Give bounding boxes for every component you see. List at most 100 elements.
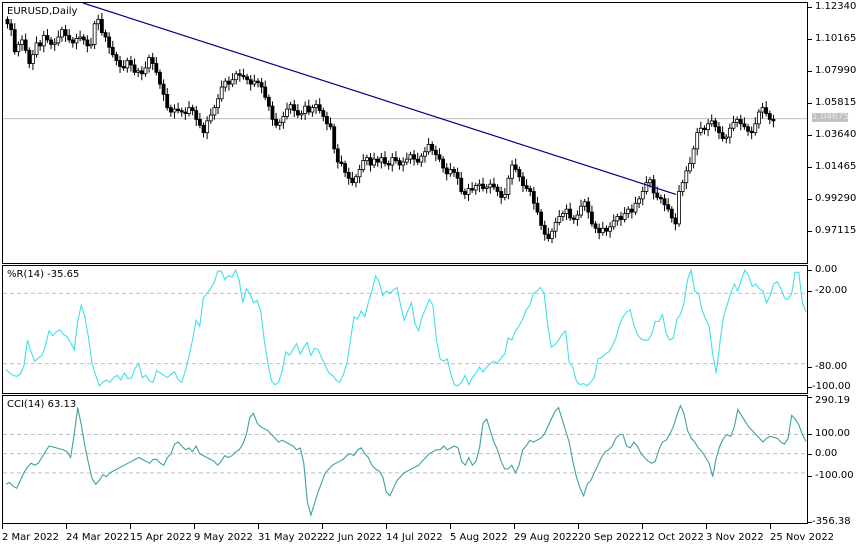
candle [361, 154, 366, 173]
candle [241, 68, 246, 80]
cci-pane[interactable]: CCI(14) 63.13 [2, 395, 808, 524]
candle [306, 99, 311, 115]
candle [455, 167, 460, 185]
candle [245, 73, 249, 85]
candle [724, 134, 729, 144]
trendline[interactable] [82, 3, 677, 196]
candle [448, 162, 453, 177]
candle [143, 61, 148, 77]
wpr-tick [808, 291, 812, 292]
candle [49, 37, 53, 50]
candle [310, 104, 315, 117]
candle [85, 35, 90, 53]
candle [481, 177, 485, 192]
candle [150, 52, 155, 70]
time-tick [66, 524, 67, 529]
time-tick [322, 524, 323, 529]
candle [702, 125, 707, 135]
candle [372, 152, 377, 168]
price-label: 1.12340 [815, 1, 857, 12]
candle [41, 30, 46, 53]
candle [96, 14, 101, 31]
cci-axis-label: 100.00 [815, 428, 850, 439]
time-label: 25 Nov 2022 [770, 532, 835, 543]
candle [223, 78, 228, 92]
candle [575, 210, 580, 226]
cci-axis-label: 290.19 [815, 395, 850, 406]
candle [364, 154, 369, 166]
williams-r-pane[interactable]: %R(14) -35.65 [2, 265, 808, 394]
time-tick [706, 524, 707, 529]
candle [771, 114, 776, 128]
candle [270, 101, 275, 126]
price-tick [808, 39, 812, 40]
candle [633, 196, 638, 216]
candle [626, 206, 631, 219]
candle [197, 112, 202, 129]
candle [673, 213, 678, 231]
price-chart-pane[interactable]: EURUSD,Daily [2, 2, 808, 264]
candle [415, 152, 420, 166]
williams-r-label: %R(14) -35.65 [7, 269, 80, 280]
candle [292, 99, 297, 118]
time-label: 31 May 2022 [258, 532, 324, 543]
wpr-tick [808, 367, 812, 368]
candle [698, 121, 703, 136]
candle [190, 104, 195, 116]
cci-tick [808, 476, 812, 477]
williams-r-plot[interactable] [3, 266, 807, 393]
time-label: 3 Nov 2022 [706, 532, 764, 543]
cci-axis-label: 0.00 [815, 448, 838, 459]
time-label: 2 Mar 2022 [2, 532, 60, 543]
candle [608, 222, 612, 238]
price-label: 1.07990 [815, 65, 857, 76]
candle [227, 76, 231, 91]
candle [408, 151, 413, 164]
price-tick [808, 231, 812, 232]
candle [136, 67, 141, 78]
candle [343, 160, 347, 178]
candle [433, 145, 438, 162]
candle [546, 227, 551, 242]
candle [230, 73, 235, 88]
candle [731, 115, 736, 132]
candle [81, 34, 86, 45]
candle [517, 166, 522, 182]
indicator-line [5, 404, 807, 517]
cci-axis-label: -356.38 [812, 516, 851, 527]
candle [535, 196, 540, 216]
candle [368, 152, 373, 172]
candle [571, 215, 576, 225]
time-label: 29 Aug 2022 [514, 532, 579, 543]
candlestick-plot[interactable] [3, 3, 807, 263]
candle [354, 173, 358, 188]
candle [441, 156, 446, 173]
time-tick [642, 524, 643, 529]
candle [277, 119, 282, 131]
candle [205, 116, 210, 140]
candle [92, 20, 97, 50]
wpr-tick [808, 270, 812, 271]
candle [717, 122, 721, 140]
candle [640, 186, 645, 206]
candle [208, 108, 213, 124]
time-label: 9 May 2022 [194, 532, 253, 543]
wpr-axis-label: -20.00 [815, 285, 848, 296]
candle [67, 29, 72, 43]
candle [38, 39, 43, 51]
price-tick [808, 103, 812, 104]
candle [502, 187, 507, 201]
candle [172, 104, 177, 119]
candle [604, 225, 609, 236]
candle [5, 16, 10, 29]
candle [691, 145, 696, 169]
candle [212, 104, 217, 120]
time-tick [2, 524, 3, 529]
candle [735, 116, 740, 128]
candle [20, 35, 24, 51]
candle [684, 166, 689, 190]
cci-plot[interactable] [3, 396, 807, 523]
price-tick [808, 135, 812, 136]
candle [720, 126, 725, 142]
symbol-timeframe-label: EURUSD,Daily [7, 6, 78, 17]
